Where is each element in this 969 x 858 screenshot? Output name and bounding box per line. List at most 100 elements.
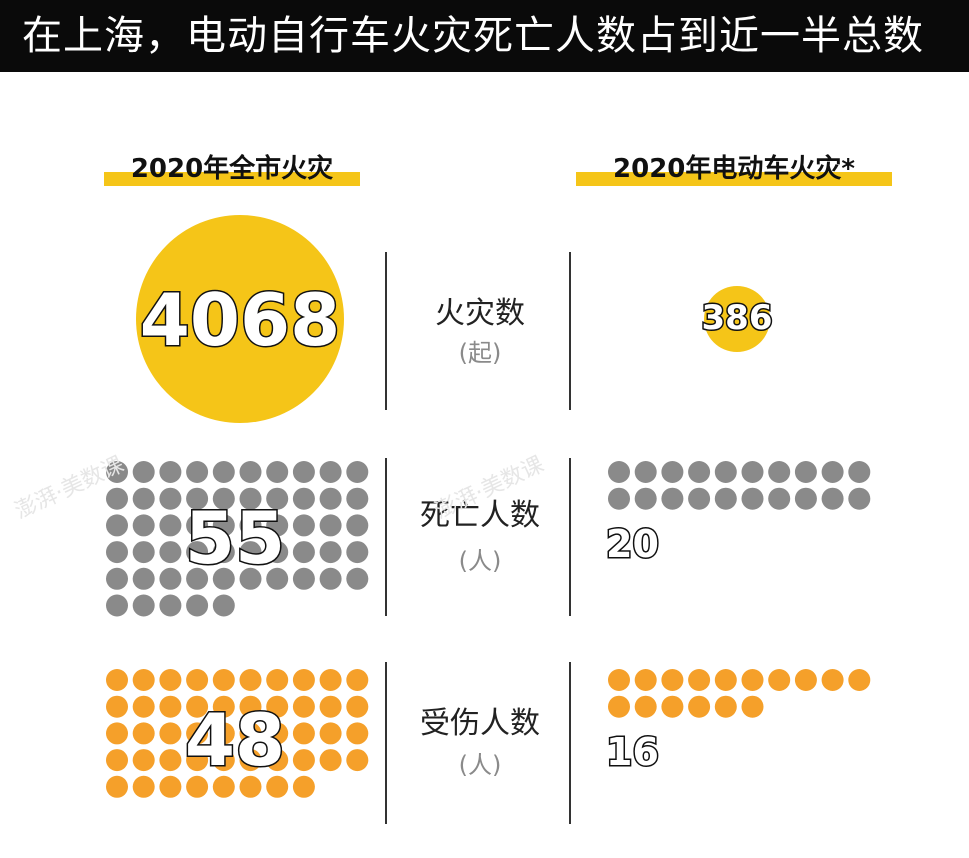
death-dot (741, 461, 764, 483)
injury-dot (212, 749, 235, 772)
death-dot (319, 461, 342, 483)
death-dot (821, 487, 844, 510)
injury-dot (319, 749, 342, 772)
injury-dot (794, 669, 817, 691)
injury-dot (132, 669, 155, 691)
injury-dot (106, 669, 128, 691)
ebike-deaths-value: 20 (605, 521, 661, 568)
death-dot (292, 514, 315, 537)
ebike-fires-circle (704, 286, 770, 352)
injury-dot (239, 749, 262, 772)
row-unit-deaths: (人) (458, 547, 502, 575)
injury-dot (106, 775, 128, 798)
death-dot (266, 541, 289, 564)
death-dot (634, 461, 657, 483)
injury-dot (608, 669, 630, 691)
death-dot (661, 461, 684, 483)
death-dot (106, 514, 128, 537)
death-dot (848, 487, 871, 510)
injury-dot (661, 695, 684, 718)
death-dot (159, 487, 182, 510)
injury-dot (159, 749, 182, 772)
injury-dot (346, 695, 369, 718)
row-label-fires: 火灾数 (435, 296, 525, 331)
injury-dot (106, 722, 128, 745)
header-all-fires: 2020年全市火灾 (104, 152, 360, 186)
death-dot (608, 487, 630, 510)
death-dot (608, 461, 630, 483)
injury-dot (266, 775, 289, 798)
injury-dot (186, 749, 209, 772)
death-dot (848, 461, 871, 483)
death-dot (634, 487, 657, 510)
divider-right-row3 (569, 662, 571, 824)
injury-dot (266, 695, 289, 718)
injury-dot (346, 749, 369, 772)
injury-dot (292, 695, 315, 718)
death-dot (346, 514, 369, 537)
injury-dot (106, 695, 128, 718)
injury-dot (159, 695, 182, 718)
header-all-fires-label: 2020年全市火灾 (130, 154, 334, 184)
injury-dot (266, 722, 289, 745)
death-dot (688, 461, 711, 483)
divider-right-row1 (569, 252, 571, 410)
header-ebike-fires-label: 2020年电动车火灾* (613, 154, 855, 184)
injury-dot (608, 695, 630, 718)
death-dot (106, 594, 128, 617)
injury-dot (768, 669, 791, 691)
injury-dot (212, 722, 235, 745)
all-injuries-value: 48 (183, 697, 286, 784)
death-dot (319, 514, 342, 537)
injury-dot (266, 749, 289, 772)
injury-dot (634, 669, 657, 691)
death-dot (741, 487, 764, 510)
injury-dot (132, 695, 155, 718)
all-deaths-value: 55 (183, 495, 286, 582)
injury-dot (159, 775, 182, 798)
injury-dot (688, 695, 711, 718)
injury-dot (688, 669, 711, 691)
all-fires-circle (136, 215, 344, 423)
death-dot (266, 461, 289, 483)
death-dot (266, 514, 289, 537)
death-dot (186, 567, 209, 590)
death-dot (794, 487, 817, 510)
death-dot (106, 567, 128, 590)
death-dot (186, 541, 209, 564)
injury-dot (741, 695, 764, 718)
death-dot (266, 567, 289, 590)
death-dot (212, 594, 235, 617)
death-dot (132, 594, 155, 617)
injury-dot (132, 722, 155, 745)
death-dot (212, 567, 235, 590)
injury-dot (266, 669, 289, 691)
injury-dot (292, 775, 315, 798)
injury-dot (239, 775, 262, 798)
all-fires-value: 4068 (138, 277, 341, 364)
death-dot (346, 567, 369, 590)
injury-dot (212, 775, 235, 798)
death-dot (319, 541, 342, 564)
death-dot (239, 541, 262, 564)
injury-dot (186, 695, 209, 718)
header-highlight (104, 172, 360, 186)
injury-dot (848, 669, 871, 691)
injury-dot (212, 695, 235, 718)
injury-dot (132, 775, 155, 798)
death-dot (239, 461, 262, 483)
death-dot (159, 594, 182, 617)
death-dot (661, 487, 684, 510)
header-highlight (576, 172, 892, 186)
death-dot (159, 541, 182, 564)
header-ebike-fires: 2020年电动车火灾* (576, 152, 892, 186)
injury-dot (292, 669, 315, 691)
ebike-injuries-value: 16 (605, 729, 661, 776)
injury-dot (239, 669, 262, 691)
death-dot (186, 594, 209, 617)
ebike-fires-value: 386 (700, 297, 774, 340)
chart-title: 在上海，电动自行车火灾死亡人数占到近一半总数 (22, 13, 924, 59)
injury-dot (239, 695, 262, 718)
injury-dot (319, 669, 342, 691)
death-dot (794, 461, 817, 483)
